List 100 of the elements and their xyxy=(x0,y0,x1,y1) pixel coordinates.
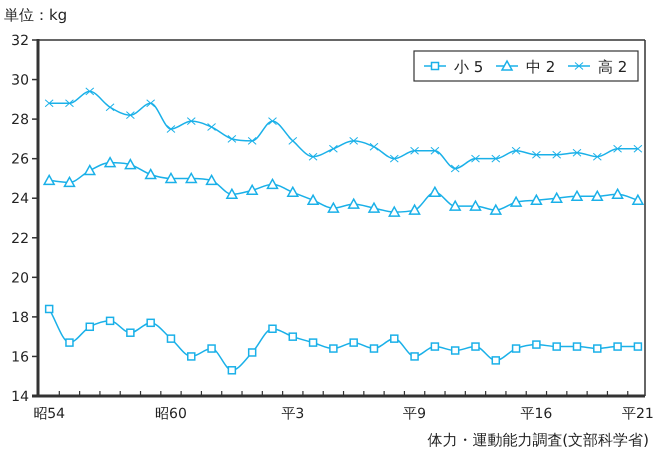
point xyxy=(593,344,602,353)
point xyxy=(613,144,622,153)
y-tick-label: 18 xyxy=(11,310,29,326)
y-tick-label: 32 xyxy=(11,33,29,49)
point xyxy=(612,188,624,200)
point xyxy=(106,103,115,112)
point xyxy=(186,117,196,126)
point xyxy=(44,304,54,314)
point xyxy=(248,136,257,145)
point xyxy=(146,99,156,108)
point xyxy=(65,338,74,347)
point xyxy=(512,344,520,353)
point xyxy=(126,111,135,120)
point xyxy=(572,342,582,351)
point xyxy=(287,186,299,198)
point xyxy=(124,158,136,170)
point xyxy=(450,346,460,355)
y-tick-label: 14 xyxy=(11,389,30,405)
point xyxy=(206,174,218,186)
point xyxy=(308,338,318,347)
x-tick-label: 昭54 xyxy=(33,406,66,422)
point xyxy=(228,366,236,375)
point xyxy=(246,184,258,196)
x-tick-label: 平9 xyxy=(403,406,426,422)
point xyxy=(390,154,399,163)
point xyxy=(430,146,440,155)
point xyxy=(86,322,94,332)
text: 体力・運動能力調査(文部科学省) xyxy=(427,431,649,449)
y-tick-label: 30 xyxy=(11,72,29,89)
legend-label: 高 2 xyxy=(598,58,628,76)
point xyxy=(64,99,74,108)
point xyxy=(592,190,604,201)
y-tick-label: 26 xyxy=(11,152,30,168)
point xyxy=(144,168,156,180)
point xyxy=(449,200,461,211)
point xyxy=(266,178,278,190)
y-tick-label: 20 xyxy=(11,270,29,286)
point xyxy=(532,340,541,349)
point xyxy=(491,154,500,163)
point xyxy=(328,202,340,213)
x-tick-label: 平3 xyxy=(281,406,304,422)
point xyxy=(165,172,177,184)
x-tick-label: 昭60 xyxy=(155,406,187,422)
point xyxy=(429,186,441,198)
point xyxy=(64,176,76,188)
point xyxy=(550,192,562,203)
point xyxy=(512,146,521,155)
point xyxy=(207,344,216,353)
point xyxy=(166,125,176,133)
point xyxy=(268,324,277,334)
point xyxy=(390,334,399,343)
point xyxy=(85,87,94,96)
point xyxy=(369,142,378,151)
point xyxy=(532,150,541,159)
point xyxy=(288,332,298,341)
point xyxy=(146,318,155,328)
point xyxy=(634,342,642,351)
point xyxy=(349,136,358,145)
point xyxy=(348,198,360,209)
x-tick-label: 平16 xyxy=(520,406,552,422)
point xyxy=(329,344,338,353)
point xyxy=(490,204,502,215)
point xyxy=(470,200,482,211)
chart-title: 単位：kg xyxy=(4,6,68,24)
point xyxy=(166,334,176,343)
point xyxy=(613,342,622,351)
point xyxy=(370,344,378,353)
point xyxy=(186,172,198,184)
point xyxy=(104,156,116,168)
point xyxy=(226,188,238,200)
point xyxy=(633,144,642,153)
point xyxy=(572,148,582,157)
point xyxy=(288,136,298,145)
point xyxy=(471,342,480,351)
point xyxy=(248,348,256,357)
point xyxy=(44,99,54,108)
point xyxy=(450,164,460,173)
legend-label: 小 5 xyxy=(454,58,484,76)
point xyxy=(368,202,380,213)
point xyxy=(307,194,319,205)
point xyxy=(308,152,318,161)
y-tick-label: 28 xyxy=(11,112,29,128)
point xyxy=(430,342,440,351)
point xyxy=(492,356,500,365)
point xyxy=(43,174,55,186)
point xyxy=(592,152,602,161)
point xyxy=(268,117,277,126)
point xyxy=(470,154,480,163)
x-tick-label: 平21 xyxy=(622,406,653,422)
legend-label: 中 2 xyxy=(526,58,556,76)
point xyxy=(84,164,96,176)
point xyxy=(571,190,583,201)
y-tick-label: 22 xyxy=(11,230,29,247)
point xyxy=(106,316,114,326)
point xyxy=(227,134,236,143)
point xyxy=(328,144,338,153)
point xyxy=(530,194,542,205)
point xyxy=(410,146,420,155)
point xyxy=(408,204,420,215)
point xyxy=(349,338,358,347)
